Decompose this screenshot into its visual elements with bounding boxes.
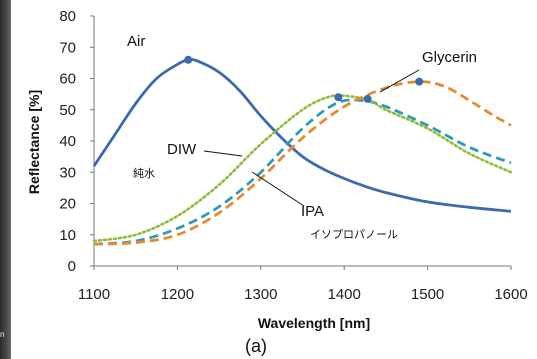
series-layer — [92, 58, 513, 246]
annotation-ipa-jp: イソプロパノール — [310, 228, 398, 241]
x-axis-title: Wavelength [nm] — [258, 315, 370, 331]
y-tick-label: 80 — [59, 8, 76, 25]
peak-marker — [415, 77, 424, 86]
axes: 1100 1200 1300 1400 1500 1600 0 10 20 30 40 50 60 70 8… — [59, 8, 527, 303]
y-tick-label: 60 — [59, 71, 76, 88]
annotation-diw-jp: 純水 — [133, 167, 155, 180]
left-strip-text: n — [0, 330, 5, 339]
x-tick-label: 1300 — [244, 286, 277, 303]
peak-marker — [334, 93, 343, 102]
annotation-diw: DIW — [167, 141, 197, 158]
diw-leader-line — [203, 150, 243, 157]
y-tick-label: 0 — [68, 258, 76, 275]
annotation-glycerin: Glycerin — [422, 49, 477, 66]
left-image-strip: n — [0, 0, 11, 359]
y-axis-title: Reflectance [%] — [26, 90, 42, 194]
series-line-ipa — [92, 94, 513, 243]
series-line-glycerin — [93, 80, 512, 246]
ipa-leader-line — [251, 171, 305, 207]
glycerin-leader-line — [379, 69, 420, 93]
y-tick-label: 50 — [59, 102, 76, 119]
annotation-ipa: IPA — [301, 203, 324, 220]
peak-marker — [184, 55, 193, 64]
series-line-air — [92, 58, 512, 213]
x-tick-label: 1400 — [328, 286, 361, 303]
y-tick-label: 70 — [59, 39, 76, 56]
x-tick-label: 1500 — [411, 286, 444, 303]
annotation-air: Air — [127, 33, 145, 50]
x-tick-label: 1200 — [161, 286, 194, 303]
x-tick-label: 1600 — [494, 286, 527, 303]
markers-layer — [184, 55, 424, 103]
peak-marker — [363, 94, 372, 103]
y-tick-label: 30 — [59, 164, 76, 181]
x-tick-label: 1100 — [78, 286, 110, 303]
y-tick-label: 20 — [59, 196, 76, 213]
figure-caption: (a) — [245, 336, 267, 356]
annotation-layer: Air DIW 純水 IPA イソプロパノール Glycerin — [127, 33, 477, 241]
y-tick-label: 10 — [59, 227, 76, 244]
y-tick-label: 40 — [59, 133, 76, 150]
series-line-diw — [93, 98, 512, 246]
